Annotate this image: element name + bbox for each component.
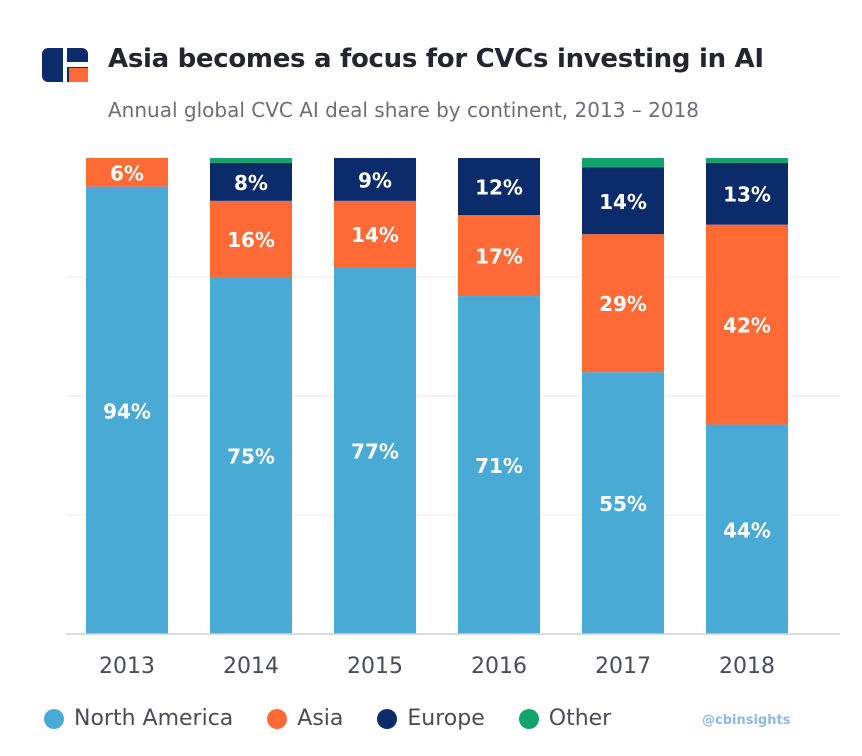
x-tick-label: 2018: [719, 654, 775, 679]
bar-segment-other-2017: [582, 158, 664, 168]
data-label: 71%: [475, 454, 523, 478]
x-tick-label: 2016: [471, 654, 527, 679]
data-label: 94%: [103, 399, 151, 423]
x-tick-label: 2014: [223, 654, 279, 679]
bar-segment-asia-2014: [210, 200, 292, 277]
bar-segment-other-2014: [210, 158, 292, 163]
x-tick-label: 2015: [347, 654, 403, 679]
legend-dot-europe: [377, 708, 398, 729]
data-label: 75%: [227, 445, 275, 469]
legend-label-asia: Asia: [297, 706, 344, 731]
data-label: 77%: [351, 440, 399, 464]
x-tick-label: 2017: [595, 654, 651, 679]
legend-item-north-america: North America: [44, 706, 233, 731]
bar-segment-europe-2015: [334, 158, 416, 201]
legend-dot-asia: [267, 708, 288, 729]
bar-segment-asia-2013: [86, 158, 168, 187]
data-label: 44%: [723, 518, 771, 542]
bar-segment-other-2018: [706, 158, 788, 163]
watermark: @cbinsights: [702, 713, 791, 728]
legend-item-asia: Asia: [267, 706, 343, 731]
data-label: 29%: [599, 292, 647, 316]
bar-segment-europe-2018: [706, 162, 788, 225]
data-label: 13%: [723, 183, 771, 207]
legend-label-europe: Europe: [407, 706, 485, 731]
bar-segment-asia-2016: [458, 215, 540, 297]
legend-label-north-america: North America: [74, 706, 234, 731]
chart-title: Asia becomes a focus for CVCs investing …: [108, 44, 764, 74]
data-label: 8%: [234, 171, 268, 195]
data-label: 17%: [475, 245, 523, 269]
stacked-bar-chart: 94% 6% 2013 75% 16% 8% 2014 77% 14% 9% 2015 71% 17% 1…: [66, 158, 840, 679]
data-label: 16%: [227, 228, 275, 252]
data-label: 12%: [475, 176, 523, 200]
x-tick-label: 2013: [99, 654, 155, 679]
bar-segment-europe-2016: [458, 158, 540, 216]
legend-item-europe: Europe: [377, 706, 485, 731]
data-label: 14%: [351, 223, 399, 247]
chart-legend: North America Asia Europe Other: [44, 706, 824, 731]
data-label: 42%: [723, 314, 771, 338]
bar-segment-asia-2018: [706, 224, 788, 425]
data-label: 6%: [110, 161, 144, 185]
legend-dot-north-america: [44, 708, 64, 729]
bar-segment-north-america-2015: [334, 267, 416, 634]
bar-segment-north-america-2013: [86, 186, 168, 634]
legend-dot-other: [518, 708, 539, 729]
bar-segment-asia-2015: [334, 200, 416, 268]
bar-segment-north-america-2016: [458, 296, 540, 634]
bar-segment-north-america-2014: [210, 277, 292, 634]
legend-label-other: Other: [548, 706, 612, 731]
legend-item-other: Other: [518, 706, 612, 731]
bar-segment-asia-2017: [582, 234, 664, 373]
bar-segment-europe-2017: [582, 167, 664, 235]
bar-segment-north-america-2017: [582, 372, 664, 634]
data-label: 9%: [358, 168, 392, 192]
bar-segment-europe-2014: [210, 162, 292, 201]
data-label: 55%: [599, 492, 647, 516]
bar-segment-north-america-2018: [706, 424, 788, 634]
cbinsights-logo-icon: [42, 48, 88, 82]
chart-subtitle: Annual global CVC AI deal share by conti…: [108, 98, 700, 122]
data-label: 14%: [599, 190, 647, 214]
